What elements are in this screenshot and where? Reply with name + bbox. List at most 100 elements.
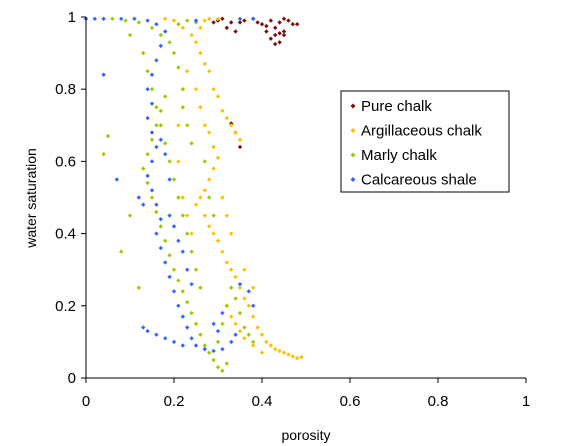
data-point <box>163 94 168 99</box>
series-3 <box>83 16 256 354</box>
data-point <box>281 350 287 355</box>
data-point <box>158 43 163 49</box>
data-point <box>237 20 243 25</box>
data-point <box>193 343 199 348</box>
data-point <box>167 159 172 164</box>
legend-box <box>340 90 510 193</box>
data-point <box>202 61 207 67</box>
data-point <box>171 267 177 272</box>
data-point <box>237 285 243 290</box>
data-point <box>185 123 190 128</box>
data-point <box>281 32 287 38</box>
data-point <box>273 32 278 38</box>
legend-label: Argillaceous chalk <box>361 123 482 140</box>
series-2 <box>101 16 256 373</box>
data-point <box>163 336 168 341</box>
data-point <box>229 339 234 345</box>
data-point <box>202 188 207 193</box>
y-tick-label: 0.8 <box>55 81 76 98</box>
data-point <box>233 29 238 34</box>
data-point <box>171 177 177 182</box>
data-point <box>149 130 155 135</box>
data-point <box>141 50 146 56</box>
data-point <box>259 22 265 27</box>
data-point <box>185 68 190 74</box>
data-point <box>92 16 97 22</box>
data-point <box>251 343 256 348</box>
data-point <box>290 22 295 27</box>
data-point <box>176 22 181 27</box>
data-point <box>154 58 159 63</box>
data-point <box>251 285 256 290</box>
data-point <box>211 357 216 363</box>
data-point <box>281 29 287 34</box>
data-point <box>180 249 185 254</box>
data-point <box>154 202 159 207</box>
legend-label: Marly chalk <box>361 147 437 164</box>
y-tick-label: 0.6 <box>55 153 76 170</box>
data-point <box>101 151 106 157</box>
data-point <box>259 350 265 355</box>
data-point <box>141 325 146 330</box>
legend: Pure chalk Argillaceous chalk Marly chalk C… <box>340 90 510 193</box>
data-point <box>127 213 133 218</box>
data-point <box>136 285 141 290</box>
axes-layer: 0 0.2 0.4 0.6 0.8 1 0 0.2 0.4 0.6 0.8 1 <box>55 9 530 410</box>
data-point <box>211 87 216 92</box>
data-point <box>220 321 225 327</box>
data-point <box>286 18 291 23</box>
y-axis-title: water saturation <box>23 148 39 249</box>
data-point <box>163 151 168 157</box>
data-point <box>145 151 150 157</box>
data-point <box>220 195 225 200</box>
data-point <box>149 25 155 31</box>
data-point <box>189 141 194 146</box>
data-point <box>211 321 216 327</box>
data-point <box>211 348 216 354</box>
data-point <box>277 40 282 45</box>
data-point <box>189 249 194 254</box>
data-point <box>237 16 243 22</box>
data-point <box>163 141 168 146</box>
data-point <box>136 20 141 25</box>
data-point <box>176 238 181 244</box>
data-point <box>171 339 177 345</box>
data-point <box>211 231 216 236</box>
data-point <box>198 332 203 337</box>
data-point <box>176 195 181 200</box>
data-point <box>149 87 155 92</box>
data-point <box>154 123 159 128</box>
data-point <box>171 18 177 23</box>
data-point <box>233 130 238 135</box>
data-point <box>167 274 172 280</box>
data-point <box>207 130 212 135</box>
data-point <box>295 355 300 361</box>
data-point <box>295 22 300 27</box>
data-point <box>237 144 243 150</box>
data-point <box>110 16 115 22</box>
data-point <box>229 123 234 128</box>
data-point <box>281 16 287 22</box>
data-point <box>207 350 212 355</box>
data-point <box>207 224 212 229</box>
data-point <box>211 166 216 171</box>
data-point <box>273 41 278 47</box>
y-tick-label: 0.4 <box>55 226 76 243</box>
data-point <box>149 101 155 106</box>
data-point <box>171 289 177 294</box>
data-point <box>251 303 256 308</box>
data-point <box>149 188 155 193</box>
data-point <box>220 108 225 114</box>
x-tick-label: 0.2 <box>164 393 185 410</box>
data-point <box>114 177 119 182</box>
data-point <box>255 20 260 25</box>
data-point <box>198 25 203 31</box>
data-point <box>145 328 150 334</box>
data-point <box>167 213 172 218</box>
data-point <box>145 180 150 186</box>
data-point <box>299 354 304 360</box>
data-point <box>215 94 221 99</box>
data-point <box>215 364 221 370</box>
data-point <box>268 343 273 348</box>
